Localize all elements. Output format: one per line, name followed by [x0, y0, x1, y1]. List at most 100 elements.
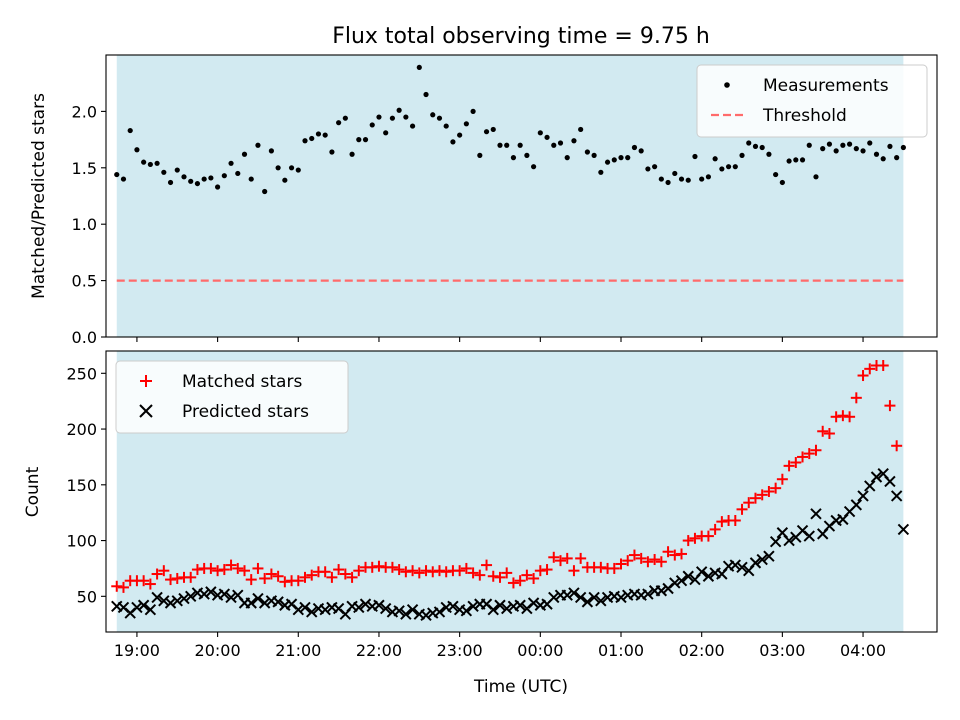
measurement-point	[833, 148, 839, 154]
measurement-point	[181, 174, 187, 180]
measurement-point	[383, 130, 389, 136]
predicted-stars-point	[561, 589, 573, 601]
predicted-stars-point	[245, 597, 257, 609]
matched-stars-point	[749, 492, 761, 504]
measurement-point	[699, 176, 705, 182]
matched-stars-point	[676, 548, 688, 560]
matched-stars-point	[245, 574, 257, 586]
x-axis-label: Time (UTC)	[473, 677, 568, 697]
matched-stars-point	[185, 571, 197, 583]
measurement-point	[766, 151, 772, 157]
measurement-point	[860, 148, 866, 154]
x-tick-label: 03:00	[759, 641, 805, 660]
measurement-point	[867, 140, 873, 146]
matched-stars-point	[689, 532, 701, 544]
predicted-stars-point	[514, 599, 526, 611]
measurement-point	[356, 137, 362, 143]
measurement-point	[403, 114, 409, 120]
predicted-stars-point	[574, 591, 587, 604]
matched-stars-point	[736, 503, 748, 515]
measurement-point	[672, 170, 678, 177]
measurement-point	[322, 132, 328, 138]
measurement-point	[490, 126, 496, 133]
measurement-point	[329, 149, 335, 155]
measurement-point	[524, 152, 530, 158]
matched-stars-point	[649, 554, 661, 566]
y-tick-label: 2.0	[72, 102, 97, 121]
predicted-stars-point	[467, 600, 479, 613]
x-tick-label: 19:00	[114, 641, 160, 660]
predicted-stars-point	[353, 601, 365, 614]
predicted-stars-point	[890, 490, 903, 502]
matched-stars-point	[608, 562, 620, 574]
legend-marker-matched	[140, 375, 152, 387]
axes-frame	[105, 350, 938, 633]
measurement-point	[531, 164, 537, 170]
measurement-point	[584, 149, 590, 155]
measurement-point	[463, 121, 469, 127]
legend: Matched stars Predicted stars	[115, 360, 349, 434]
measurement-point	[826, 141, 833, 147]
measurement-point	[900, 144, 906, 151]
matched-stars-point	[884, 400, 896, 412]
predicted-stars-point	[695, 566, 708, 578]
measurement-point	[423, 91, 429, 98]
measurement-point	[302, 138, 308, 144]
measurement-point	[887, 143, 893, 149]
measurement-point	[752, 143, 759, 149]
matched-stars-point	[830, 411, 842, 423]
predicted-stars-point	[205, 586, 217, 598]
matched-stars-point	[239, 565, 250, 577]
measurement-point	[840, 142, 846, 148]
measurement-point	[336, 120, 342, 126]
measurement-point	[147, 161, 153, 168]
measurement-point	[470, 108, 476, 114]
measurement-point	[846, 141, 853, 147]
predicted-stars-point	[420, 609, 432, 621]
matched-stars-point	[326, 571, 338, 583]
measurement-point	[853, 146, 859, 152]
matched-stars-point	[783, 460, 795, 472]
measurement-point	[746, 140, 752, 146]
measurement-point	[228, 160, 234, 166]
matched-stars-point	[433, 565, 445, 577]
measurement-point	[665, 179, 671, 186]
matched-stars-point	[218, 564, 230, 576]
predicted-stars-point	[527, 597, 540, 609]
matched-stars-point	[427, 566, 439, 578]
predicted-stars-point	[373, 599, 385, 611]
measurement-point	[571, 138, 577, 144]
measurement-point	[309, 135, 315, 142]
measurement-point	[806, 142, 812, 148]
predicted-stars-point	[487, 603, 499, 616]
predicted-stars-point	[810, 508, 822, 520]
measurement-point	[295, 167, 301, 173]
measurement-point	[114, 171, 120, 178]
legend-box	[115, 360, 349, 434]
predicted-stars-point	[897, 523, 910, 536]
matched-stars-point	[790, 457, 802, 469]
matched-stars-point	[548, 551, 560, 563]
predicted-stars-point	[447, 600, 459, 613]
measurement-point	[215, 184, 221, 190]
measurement-point	[457, 132, 463, 138]
measurement-point	[188, 178, 194, 184]
measurement-point	[436, 115, 443, 121]
predicted-stars-point	[642, 588, 654, 600]
matched-stars-point	[595, 561, 607, 573]
predicted-stars-point	[359, 598, 372, 610]
measurement-point	[773, 171, 779, 178]
matched-stars-point	[144, 578, 156, 590]
predicted-stars-point	[292, 603, 304, 616]
matched-stars-point	[279, 576, 291, 588]
measurement-point	[618, 155, 624, 161]
matched-stars-point	[158, 565, 170, 577]
matched-stars-point	[709, 523, 721, 535]
measurement-point	[315, 131, 322, 137]
predicted-stars-point	[615, 591, 627, 604]
measurement-point	[625, 155, 631, 161]
measurement-point	[201, 176, 207, 182]
predicted-stars-point	[433, 606, 446, 618]
measurement-point	[161, 169, 167, 175]
x-tick-label: 22:00	[356, 641, 402, 660]
